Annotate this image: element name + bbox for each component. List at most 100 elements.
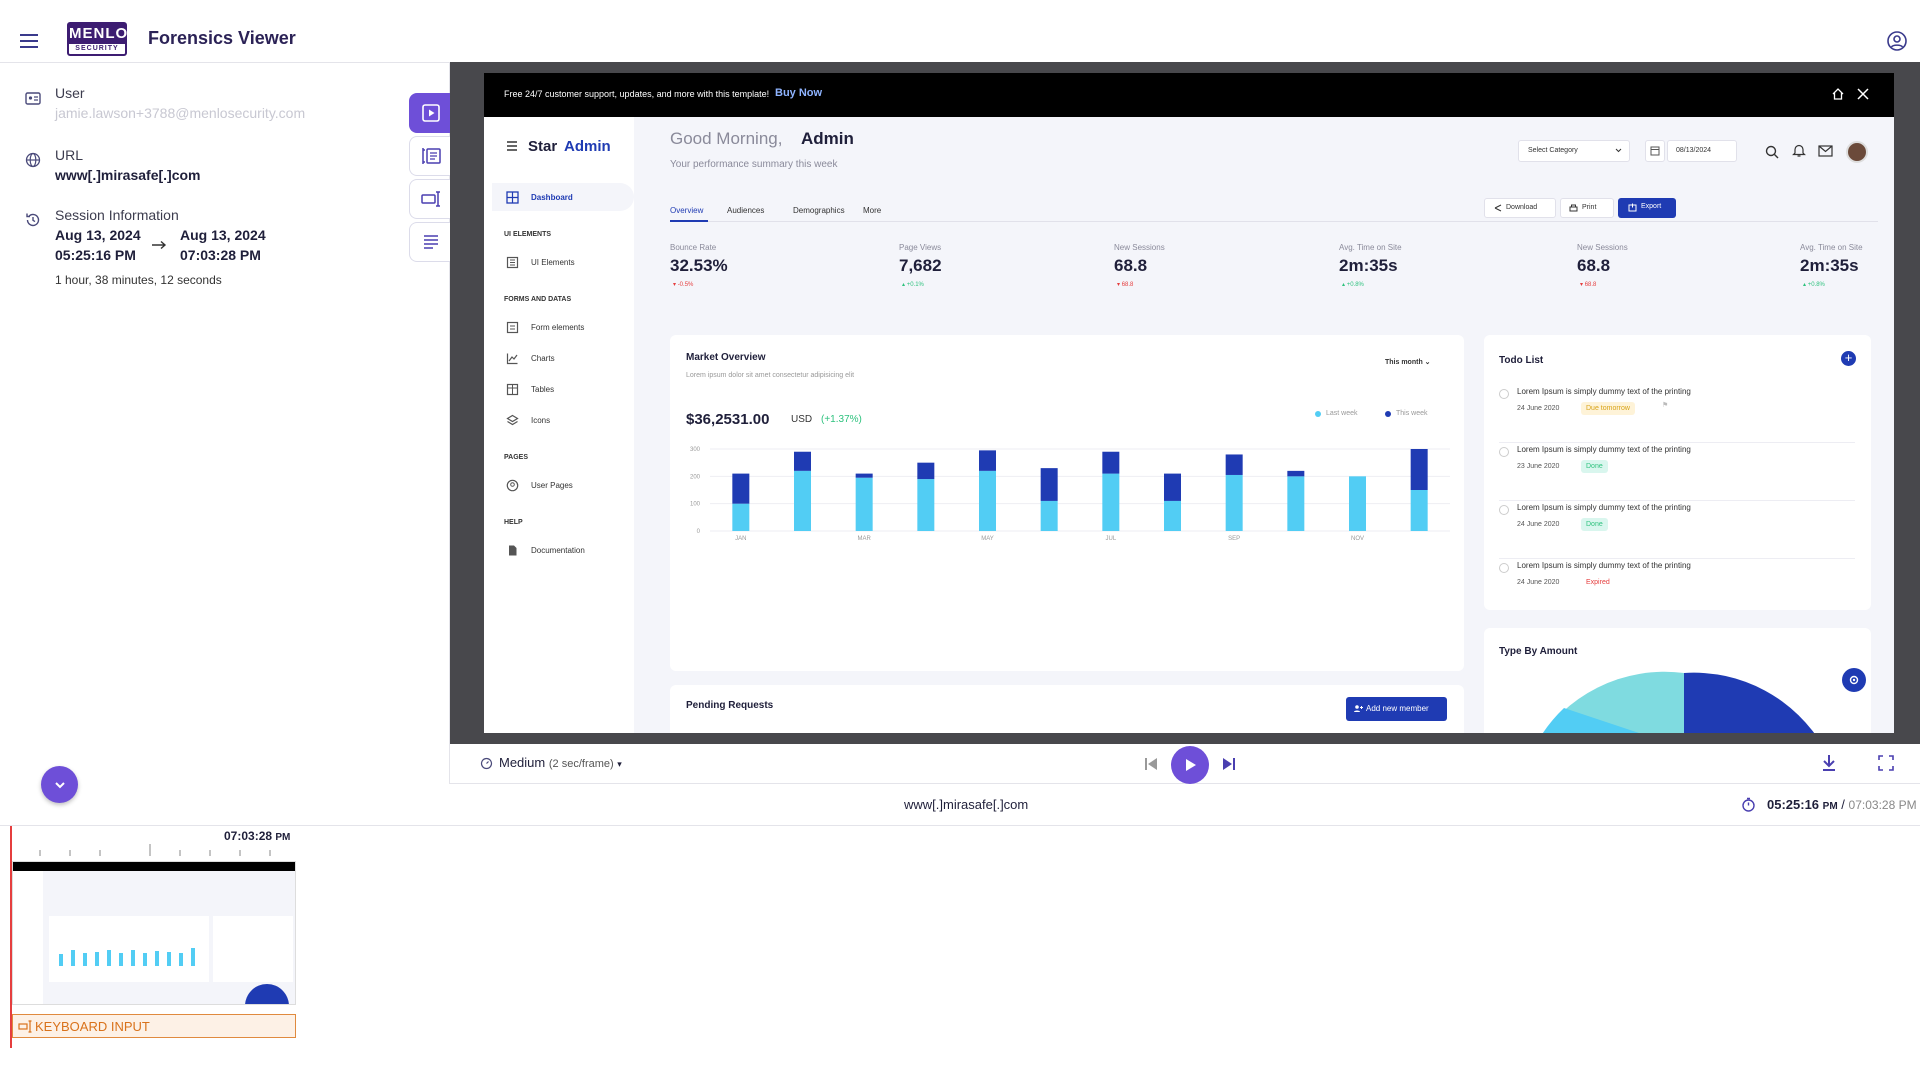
stat-label: Bounce Rate bbox=[670, 243, 717, 252]
thumb-donut bbox=[245, 984, 289, 1004]
bar-last-week bbox=[1287, 476, 1305, 531]
table-icon bbox=[506, 383, 519, 396]
tab-more[interactable]: More bbox=[863, 206, 882, 215]
document-icon bbox=[506, 544, 519, 557]
todo-checkbox[interactable] bbox=[1499, 389, 1509, 399]
market-desc: Lorem ipsum dolor sit amet consectetur a… bbox=[686, 372, 855, 379]
globe-icon bbox=[24, 151, 42, 169]
bar-last-week bbox=[1349, 476, 1366, 531]
playhead[interactable] bbox=[10, 826, 12, 1048]
nav-form-elements[interactable]: Form elements bbox=[506, 321, 584, 334]
play-button[interactable] bbox=[1171, 746, 1209, 784]
print-button[interactable]: Print bbox=[1560, 198, 1614, 218]
donut-chart bbox=[1542, 671, 1815, 733]
banner-text: Free 24/7 customer support, updates, and… bbox=[504, 89, 770, 99]
category-select[interactable]: Select Category bbox=[1518, 140, 1630, 162]
stat-change: ▾ 68.8 bbox=[1580, 282, 1597, 288]
layers-icon bbox=[506, 414, 519, 427]
search-icon[interactable] bbox=[1765, 145, 1779, 159]
pending-requests-card: Pending Requests Add new member bbox=[670, 685, 1464, 733]
status-badge: Done bbox=[1581, 460, 1608, 473]
settings-fab[interactable] bbox=[1842, 668, 1866, 692]
market-currency: USD bbox=[791, 414, 813, 425]
printer-icon bbox=[1569, 204, 1578, 213]
bar-last-week bbox=[1410, 490, 1428, 531]
tab-input-events[interactable] bbox=[409, 179, 451, 219]
nav-form-elements-label: Form elements bbox=[531, 323, 585, 332]
skip-previous-icon[interactable] bbox=[1143, 756, 1159, 772]
list-tree-icon bbox=[420, 146, 442, 166]
collapse-button[interactable] bbox=[41, 766, 78, 803]
export-button[interactable]: Export bbox=[1618, 198, 1676, 218]
bar-this-week bbox=[979, 450, 996, 471]
todo-item: Lorem Ipsum is simply dummy text of the … bbox=[1499, 561, 1855, 617]
bar-this-week bbox=[1164, 473, 1181, 501]
stat-value: 2m:35s bbox=[1800, 256, 1859, 275]
tab-event-list[interactable] bbox=[409, 136, 451, 176]
nav-ui-elements-label: UI Elements bbox=[531, 258, 575, 267]
todo-checkbox[interactable] bbox=[1499, 447, 1509, 457]
bar-this-week bbox=[1287, 470, 1305, 477]
period-dropdown[interactable]: This month ⌄ bbox=[1385, 358, 1431, 366]
nav-dashboard[interactable]: Dashboard bbox=[506, 191, 573, 204]
skip-next-icon[interactable] bbox=[1221, 756, 1237, 772]
marker-ampm: PM bbox=[275, 832, 291, 843]
download-button[interactable]: Download bbox=[1484, 198, 1556, 218]
buy-now-link[interactable]: Buy Now bbox=[775, 87, 823, 99]
fullscreen-icon[interactable] bbox=[1878, 755, 1894, 771]
bar-this-week bbox=[855, 473, 873, 478]
session-info-panel: User jamie.lawson+3788@menlosecurity.com… bbox=[0, 62, 450, 784]
legend-last-week: Last week bbox=[1326, 410, 1358, 417]
greeting: Good Morning, bbox=[670, 129, 783, 148]
todo-checkbox[interactable] bbox=[1499, 505, 1509, 515]
todo-checkbox[interactable] bbox=[1499, 563, 1509, 573]
home-icon[interactable] bbox=[1831, 87, 1845, 101]
tab-playback[interactable] bbox=[409, 93, 451, 133]
tab-overview[interactable]: Overview bbox=[670, 206, 704, 215]
tab-demographics[interactable]: Demographics bbox=[793, 206, 845, 215]
thumb-chart-card bbox=[49, 916, 209, 982]
tab-audiences[interactable]: Audiences bbox=[727, 206, 765, 215]
bar-last-week bbox=[1164, 500, 1181, 531]
keyboard-input-event[interactable]: KEYBOARD INPUT bbox=[12, 1014, 296, 1038]
hamburger-menu-icon[interactable] bbox=[16, 28, 42, 54]
timeline-thumbnail[interactable] bbox=[12, 861, 296, 1005]
sidebar-menu-icon[interactable] bbox=[506, 140, 518, 152]
add-todo-button[interactable]: + bbox=[1841, 351, 1856, 366]
mail-icon[interactable] bbox=[1818, 145, 1833, 157]
stat-change: ▾ -0.5% bbox=[673, 282, 694, 288]
nav-documentation[interactable]: Documentation bbox=[506, 544, 585, 557]
nav-user-pages[interactable]: User Pages bbox=[506, 479, 573, 492]
timeline-ticks bbox=[39, 844, 271, 856]
nav-charts[interactable]: Charts bbox=[506, 352, 555, 365]
download-label: Download bbox=[1506, 204, 1538, 211]
type-by-amount-title: Type By Amount bbox=[1499, 646, 1578, 657]
recorded-page: Free 24/7 customer support, updates, and… bbox=[484, 73, 1894, 733]
add-member-button[interactable]: Add new member bbox=[1346, 697, 1447, 721]
start-time: 05:25:16 PM bbox=[55, 247, 136, 263]
bar-this-week bbox=[1040, 468, 1058, 501]
bell-icon[interactable] bbox=[1792, 143, 1806, 158]
calendar-icon[interactable] bbox=[1645, 140, 1665, 162]
play-box-icon bbox=[421, 103, 441, 123]
todo-title: Todo List bbox=[1499, 355, 1544, 366]
todo-date: 23 June 2020 bbox=[1517, 463, 1560, 470]
todo-date: 24 June 2020 bbox=[1517, 521, 1560, 528]
date-input[interactable]: 08/13/2024 bbox=[1667, 140, 1737, 162]
tab-underline bbox=[670, 220, 708, 222]
close-icon[interactable] bbox=[1856, 87, 1870, 101]
avatar[interactable] bbox=[1846, 141, 1868, 163]
y-tick-label: 100 bbox=[690, 502, 701, 508]
nav-tables[interactable]: Tables bbox=[506, 383, 554, 396]
speed-selector[interactable]: Medium (2 sec/frame) ▾ bbox=[499, 755, 622, 770]
keyboard-input-icon bbox=[18, 1020, 32, 1033]
current-ampm: PM bbox=[1822, 801, 1838, 812]
nav-icons[interactable]: Icons bbox=[506, 414, 550, 427]
market-title: Market Overview bbox=[686, 352, 766, 363]
tab-details[interactable] bbox=[409, 222, 451, 262]
nav-user-pages-label: User Pages bbox=[531, 481, 573, 490]
nav-ui-elements[interactable]: UI Elements bbox=[506, 256, 575, 269]
account-icon[interactable] bbox=[1886, 30, 1908, 52]
donut-segment-dark bbox=[1684, 672, 1815, 733]
download-icon[interactable] bbox=[1820, 753, 1838, 773]
